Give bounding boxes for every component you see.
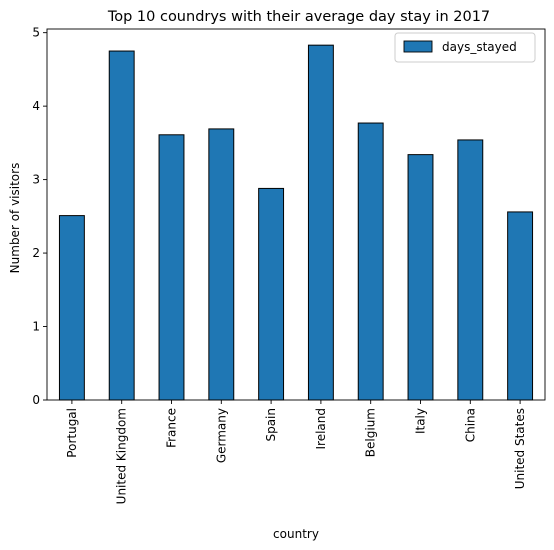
x-tick-label: Portugal: [65, 408, 79, 458]
legend-swatch: [403, 40, 433, 53]
x-axis-label: country: [273, 527, 319, 541]
legend: days_stayed: [394, 32, 536, 63]
x-tick-label: Italy: [414, 408, 428, 434]
x-tick-label: United States: [513, 408, 527, 489]
bar-portugal: [58, 215, 85, 401]
x-tick-label: Germany: [214, 408, 228, 463]
x-tick-label: Ireland: [314, 408, 328, 450]
x-tick-label: Spain: [264, 408, 278, 442]
bar-spain: [258, 187, 285, 401]
legend-frame: [394, 32, 536, 63]
x-tick-label: China: [463, 408, 477, 442]
y-tick-label: 3: [32, 173, 40, 187]
bars-group: [58, 44, 534, 401]
y-tick-label: 5: [32, 26, 40, 40]
bar-italy: [407, 154, 434, 401]
bar-china: [457, 139, 484, 401]
x-tick-label: Belgium: [364, 408, 378, 457]
x-tick-label: United Kingdom: [115, 408, 129, 504]
bar-united-states: [507, 211, 534, 401]
y-axis-label: Number of visitors: [8, 163, 22, 274]
bar-belgium: [357, 122, 384, 401]
chart-title: Top 10 coundrys with their average day s…: [107, 9, 490, 25]
y-tick-label: 4: [32, 99, 40, 113]
bar-france: [158, 134, 185, 401]
bar-ireland: [307, 44, 334, 401]
y-tick-label: 2: [32, 246, 40, 260]
bar-united-kingdom: [108, 50, 135, 401]
y-tick-label: 1: [32, 320, 40, 334]
plot-frame: [46, 28, 546, 401]
y-axis-ticks: 0 1 2 3 4 5: [32, 26, 47, 407]
x-tick-label: France: [165, 408, 179, 448]
x-axis-ticks: Portugal United Kingdom France Germany Spain…: [65, 400, 527, 504]
bar-germany: [208, 128, 235, 401]
legend-label: days_stayed: [442, 40, 517, 54]
y-tick-label: 0: [32, 393, 40, 407]
